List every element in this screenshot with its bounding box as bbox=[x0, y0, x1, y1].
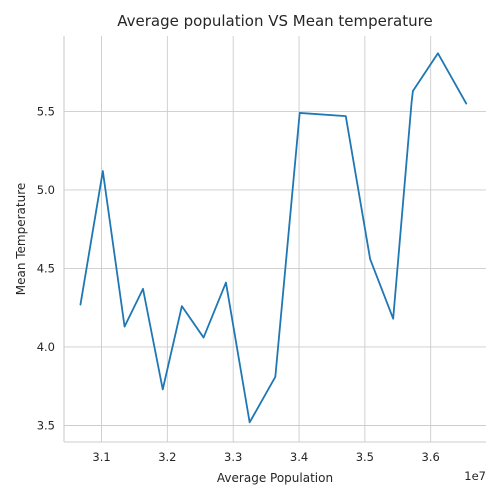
y-tick-label: 5.5 bbox=[37, 104, 55, 118]
data-point bbox=[123, 325, 125, 327]
data-point bbox=[248, 421, 250, 423]
y-gridlines bbox=[64, 110, 486, 426]
y-axis-label: Mean Temperature bbox=[14, 183, 28, 296]
data-point bbox=[181, 305, 183, 307]
x-gridlines bbox=[101, 36, 432, 442]
y-tick-label: 5.0 bbox=[37, 183, 55, 197]
x-tick-label: 3.4 bbox=[290, 450, 308, 464]
x-tick-label: 3.3 bbox=[224, 450, 242, 464]
data-point bbox=[410, 101, 412, 103]
x-tick-label: 3.6 bbox=[422, 450, 440, 464]
data-point bbox=[274, 376, 276, 378]
data-point bbox=[202, 336, 204, 338]
data-point bbox=[345, 115, 347, 117]
series-line bbox=[79, 52, 468, 424]
x-tick-labels: 3.1 3.2 3.3 3.4 3.5 3.6 bbox=[92, 450, 439, 464]
chart-title: Average population VS Mean temperature bbox=[117, 12, 432, 30]
y-tick-label: 4.5 bbox=[37, 261, 55, 275]
data-points bbox=[79, 52, 467, 423]
data-point bbox=[102, 170, 104, 172]
x-tick-label: 3.5 bbox=[356, 450, 374, 464]
x-tick-label: 3.1 bbox=[92, 450, 110, 464]
data-point bbox=[465, 102, 467, 104]
data-point bbox=[142, 288, 144, 290]
data-point bbox=[162, 388, 164, 390]
data-point bbox=[392, 318, 394, 320]
x-tick-label: 3.2 bbox=[158, 450, 176, 464]
data-point bbox=[437, 52, 439, 54]
y-tick-labels: 3.5 4.0 4.5 5.0 5.5 bbox=[37, 104, 55, 432]
data-point bbox=[412, 90, 414, 92]
y-tick-label: 4.0 bbox=[37, 340, 55, 354]
data-point bbox=[369, 258, 371, 260]
x-axis-offset-label: 1e7 bbox=[464, 469, 486, 483]
y-tick-label: 3.5 bbox=[37, 419, 55, 433]
x-axis-label: Average Population bbox=[217, 471, 333, 485]
data-point bbox=[298, 112, 300, 114]
data-point bbox=[79, 303, 81, 305]
data-point bbox=[225, 281, 227, 283]
